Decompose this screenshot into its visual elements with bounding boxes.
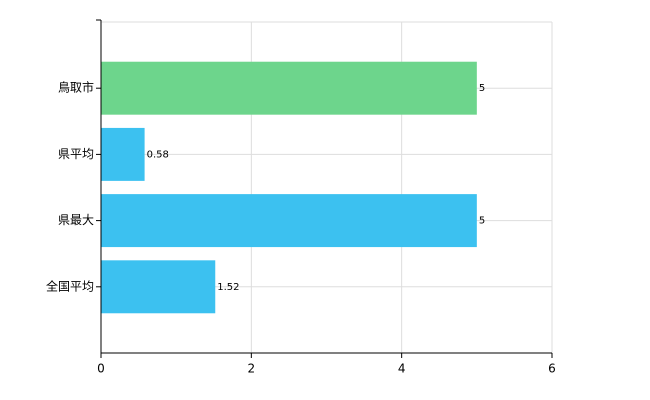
value-label: 0.58	[147, 149, 169, 160]
x-tick-label: 2	[248, 362, 256, 376]
y-tick-label: 県平均	[58, 147, 94, 161]
value-label: 5	[479, 83, 485, 94]
bar	[101, 127, 145, 181]
bar	[101, 194, 477, 248]
x-tick-label: 0	[97, 362, 105, 376]
y-tick-label: 鳥取市	[58, 80, 94, 95]
value-label: 1.52	[217, 282, 239, 293]
x-tick-label: 4	[398, 362, 406, 376]
bar	[101, 61, 477, 115]
value-label: 5	[479, 216, 485, 227]
x-tick-label: 6	[548, 362, 556, 376]
y-tick-label: 全国平均	[46, 278, 94, 293]
y-tick-label: 県最大	[58, 213, 94, 227]
bar	[101, 260, 216, 314]
